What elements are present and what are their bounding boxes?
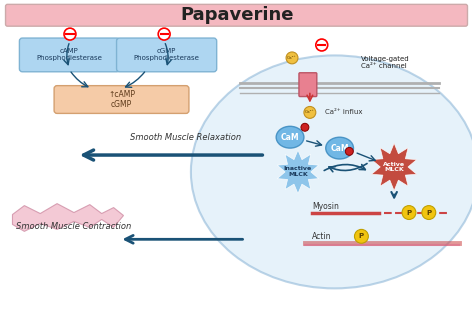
Text: Papaverine: Papaverine [181,6,294,24]
FancyBboxPatch shape [54,86,189,113]
FancyBboxPatch shape [117,38,217,72]
Text: Ca²⁺: Ca²⁺ [305,110,315,115]
Polygon shape [277,150,319,194]
Text: ↑cAMP
cGMP: ↑cAMP cGMP [108,90,135,109]
Circle shape [286,52,298,64]
FancyBboxPatch shape [299,73,317,97]
Text: cAMP
Phosphodiesterase: cAMP Phosphodiesterase [36,48,102,61]
Circle shape [64,28,76,40]
Text: Inactive
MLCK: Inactive MLCK [284,166,312,177]
Circle shape [422,206,436,220]
Ellipse shape [191,55,474,288]
Text: CaM: CaM [330,144,349,153]
Text: Smooth Muscle Contraction: Smooth Muscle Contraction [16,222,132,231]
Polygon shape [372,143,417,191]
FancyBboxPatch shape [6,4,467,26]
Circle shape [346,148,353,155]
Circle shape [158,28,170,40]
Circle shape [301,123,309,131]
Ellipse shape [276,126,304,148]
Text: Smooth Muscle Relaxation: Smooth Muscle Relaxation [130,133,242,142]
Text: CaM: CaM [281,133,300,142]
Text: P: P [406,210,411,216]
Circle shape [355,229,368,243]
Text: P: P [426,210,431,216]
Text: Ca²⁺: Ca²⁺ [287,56,297,60]
Text: cGMP
Phosphodiesterase: cGMP Phosphodiesterase [133,48,199,61]
Text: Active
MLCK: Active MLCK [383,162,405,172]
Text: Myosin: Myosin [312,202,339,211]
Circle shape [316,39,328,51]
Text: P: P [359,233,364,239]
Circle shape [402,206,416,220]
Polygon shape [12,204,124,231]
Text: Actin: Actin [312,232,331,241]
Ellipse shape [326,137,354,159]
FancyBboxPatch shape [19,38,119,72]
Text: Voltage-gated
Ca²⁺ channel: Voltage-gated Ca²⁺ channel [361,56,410,69]
Text: Ca²⁺ influx: Ca²⁺ influx [325,109,362,116]
Circle shape [304,107,316,118]
